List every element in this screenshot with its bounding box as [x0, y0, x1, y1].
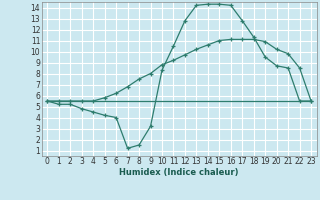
X-axis label: Humidex (Indice chaleur): Humidex (Indice chaleur) [119, 168, 239, 177]
